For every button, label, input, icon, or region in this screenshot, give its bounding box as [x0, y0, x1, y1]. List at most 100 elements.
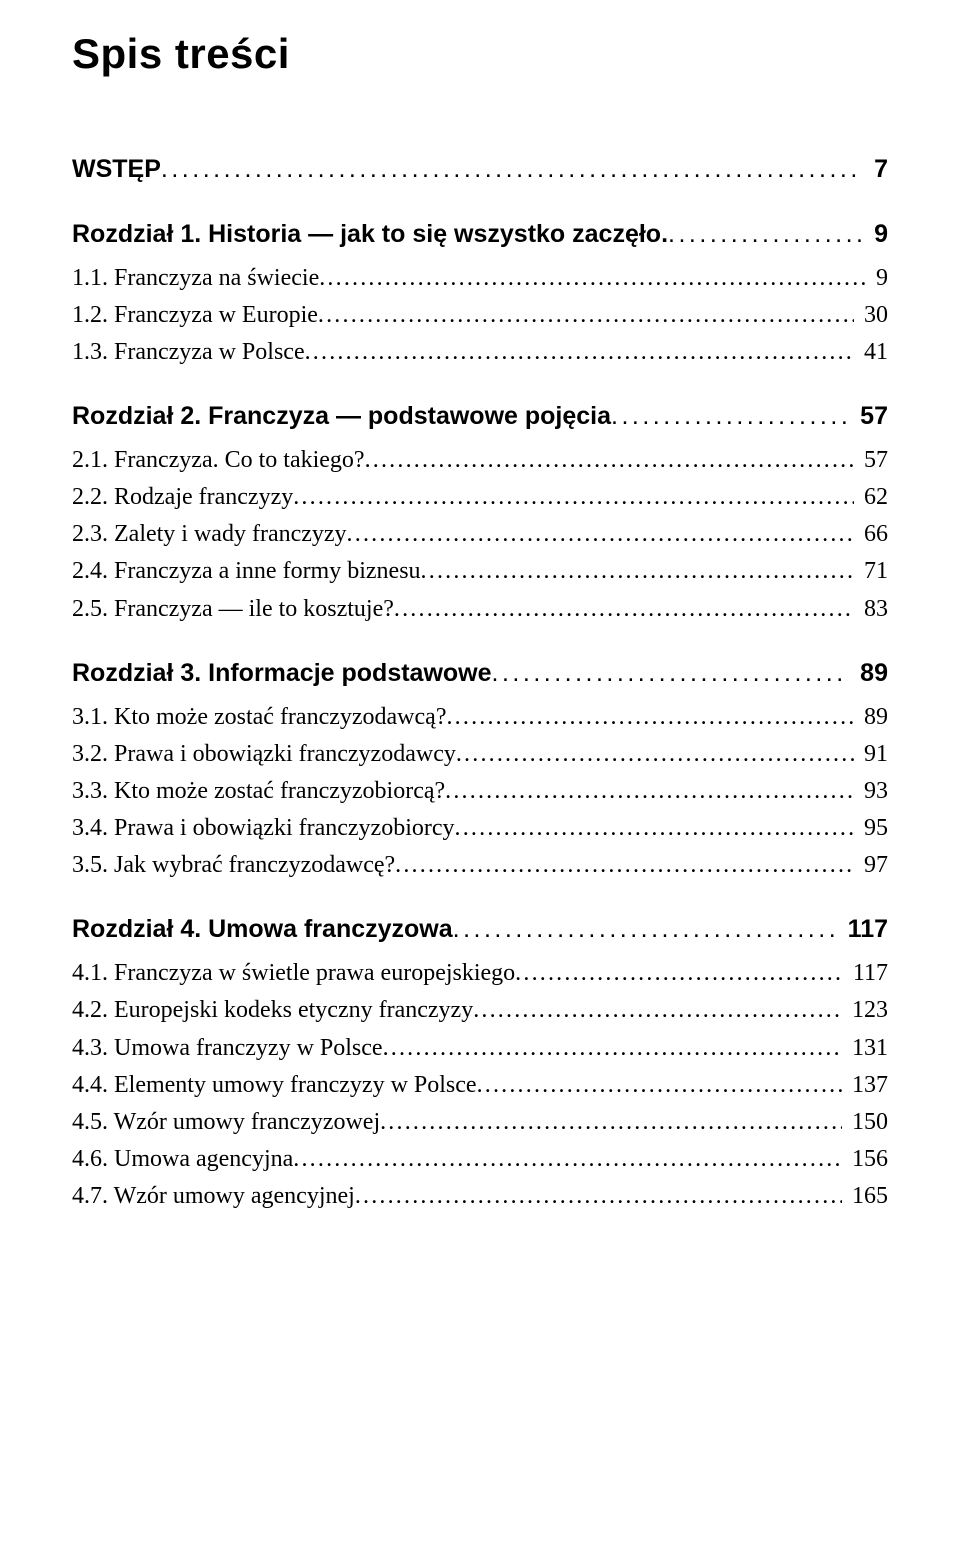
- toc-leader-dots: ........................................…: [611, 397, 849, 436]
- toc-page-number: 41: [854, 334, 888, 371]
- toc-entry-label: 4.3. Umowa franczyzy w Polsce: [72, 1030, 383, 1067]
- toc-entry-label: 3.3. Kto może zostać franczyzobiorcą?: [72, 773, 445, 810]
- toc-page-number: 117: [837, 910, 888, 949]
- toc-entry-label: 2.3. Zalety i wady franczyzy: [72, 516, 347, 553]
- toc-page-number: 123: [842, 992, 888, 1029]
- toc-entry-row: 2.5. Franczyza — ile to kosztuje?.......…: [72, 591, 888, 628]
- toc-leader-dots: ........................................…: [456, 736, 854, 773]
- toc-chapter-row: WSTĘP...................................…: [72, 150, 888, 189]
- toc-page-number: 150: [842, 1104, 888, 1141]
- toc-leader-dots: ........................................…: [492, 654, 850, 693]
- toc-page-number: 7: [863, 150, 888, 189]
- toc-entry-label: 2.4. Franczyza a inne formy biznesu: [72, 553, 421, 590]
- toc-entry-row: 2.3. Zalety i wady franczyzy............…: [72, 516, 888, 553]
- toc-leader-dots: ........................................…: [355, 1178, 842, 1215]
- toc-page-number: 165: [842, 1178, 888, 1215]
- toc-page-number: 30: [854, 297, 888, 334]
- toc-entry-label: 4.6. Umowa agencyjna: [72, 1141, 293, 1178]
- toc-page-number: 156: [842, 1141, 888, 1178]
- toc-page-number: 131: [842, 1030, 888, 1067]
- toc-entry-row: 4.1. Franczyza w świetle prawa europejsk…: [72, 955, 888, 992]
- toc-chapter-row: Rozdział 3. Informacje podstawowe.......…: [72, 654, 888, 693]
- toc-leader-dots: ........................................…: [318, 297, 854, 334]
- toc-entry-label: 1.1. Franczyza na świecie: [72, 260, 319, 297]
- toc-leader-dots: ........................................…: [305, 334, 854, 371]
- toc-entry-row: 4.2. Europejski kodeks etyczny franczyzy…: [72, 992, 888, 1029]
- table-of-contents: WSTĘP...................................…: [72, 150, 888, 1216]
- toc-page-number: 117: [843, 955, 888, 992]
- toc-leader-dots: ........................................…: [347, 516, 854, 553]
- toc-entry-row: 3.2. Prawa i obowiązki franczyzodawcy...…: [72, 736, 888, 773]
- toc-entry-row: 2.1. Franczyza. Co to takiego?..........…: [72, 442, 888, 479]
- toc-chapter-label: WSTĘP: [72, 150, 161, 189]
- toc-entry-row: 3.5. Jak wybrać franczyzodawcę?.........…: [72, 847, 888, 884]
- toc-leader-dots: ........................................…: [445, 773, 854, 810]
- toc-leader-dots: ........................................…: [668, 215, 863, 254]
- toc-leader-dots: ........................................…: [477, 1067, 842, 1104]
- toc-leader-dots: ........................................…: [319, 260, 866, 297]
- toc-entry-row: 4.5. Wzór umowy franczyzowej............…: [72, 1104, 888, 1141]
- toc-leader-dots: ........................................…: [455, 810, 854, 847]
- toc-leader-dots: ........................................…: [453, 910, 837, 949]
- page: Spis treści WSTĘP.......................…: [0, 0, 960, 1276]
- toc-entry-label: 4.4. Elementy umowy franczyzy w Polsce: [72, 1067, 477, 1104]
- toc-page-number: 62: [854, 479, 888, 516]
- toc-chapter-label: Rozdział 2. Franczyza — podstawowe pojęc…: [72, 397, 611, 436]
- toc-chapter-label: Rozdział 4. Umowa franczyzowa: [72, 910, 453, 949]
- toc-entry-row: 1.1. Franczyza na świecie...............…: [72, 260, 888, 297]
- toc-page-number: 83: [854, 591, 888, 628]
- toc-entry-label: 1.2. Franczyza w Europie: [72, 297, 318, 334]
- toc-leader-dots: ........................................…: [473, 992, 842, 1029]
- toc-page-number: 57: [849, 397, 888, 436]
- toc-entry-row: 4.7. Wzór umowy agencyjnej..............…: [72, 1178, 888, 1215]
- toc-page-number: 95: [854, 810, 888, 847]
- toc-entry-label: 4.7. Wzór umowy agencyjnej: [72, 1178, 355, 1215]
- toc-entry-label: 2.5. Franczyza — ile to kosztuje?: [72, 591, 394, 628]
- toc-leader-dots: ........................................…: [293, 1141, 842, 1178]
- toc-leader-dots: ........................................…: [515, 955, 843, 992]
- toc-leader-dots: ........................................…: [395, 847, 854, 884]
- toc-leader-dots: ........................................…: [161, 150, 863, 189]
- toc-entry-label: 3.5. Jak wybrać franczyzodawcę?: [72, 847, 395, 884]
- toc-leader-dots: ........................................…: [394, 591, 854, 628]
- toc-entry-row: 1.2. Franczyza w Europie................…: [72, 297, 888, 334]
- toc-entry-row: 2.2. Rodzaje franczyzy..................…: [72, 479, 888, 516]
- toc-leader-dots: ........................................…: [293, 479, 854, 516]
- toc-entry-row: 4.4. Elementy umowy franczyzy w Polsce..…: [72, 1067, 888, 1104]
- toc-page-number: 57: [854, 442, 888, 479]
- toc-entry-row: 3.3. Kto może zostać franczyzobiorcą?...…: [72, 773, 888, 810]
- toc-page-number: 71: [854, 553, 888, 590]
- toc-leader-dots: ........................................…: [365, 442, 854, 479]
- toc-page-number: 66: [854, 516, 888, 553]
- toc-page-number: 137: [842, 1067, 888, 1104]
- toc-page-number: 91: [854, 736, 888, 773]
- toc-entry-row: 4.6. Umowa agencyjna....................…: [72, 1141, 888, 1178]
- toc-entry-label: 2.2. Rodzaje franczyzy: [72, 479, 293, 516]
- toc-chapter-label: Rozdział 3. Informacje podstawowe: [72, 654, 492, 693]
- toc-entry-label: 2.1. Franczyza. Co to takiego?: [72, 442, 365, 479]
- toc-leader-dots: ........................................…: [446, 699, 854, 736]
- toc-page-number: 9: [866, 260, 888, 297]
- toc-page-number: 97: [854, 847, 888, 884]
- toc-chapter-row: Rozdział 2. Franczyza — podstawowe pojęc…: [72, 397, 888, 436]
- toc-entry-label: 1.3. Franczyza w Polsce: [72, 334, 305, 371]
- toc-chapter-row: Rozdział 1. Historia — jak to się wszyst…: [72, 215, 888, 254]
- toc-entry-row: 3.4. Prawa i obowiązki franczyzobiorcy..…: [72, 810, 888, 847]
- toc-entry-label: 4.1. Franczyza w świetle prawa europejsk…: [72, 955, 515, 992]
- toc-entry-label: 3.1. Kto może zostać franczyzodawcą?: [72, 699, 446, 736]
- toc-chapter-label: Rozdział 1. Historia — jak to się wszyst…: [72, 215, 668, 254]
- toc-page-number: 93: [854, 773, 888, 810]
- toc-page-number: 9: [863, 215, 888, 254]
- toc-leader-dots: ........................................…: [421, 553, 854, 590]
- toc-page-number: 89: [849, 654, 888, 693]
- toc-page-number: 89: [854, 699, 888, 736]
- toc-entry-row: 4.3. Umowa franczyzy w Polsce...........…: [72, 1030, 888, 1067]
- toc-leader-dots: ........................................…: [380, 1104, 842, 1141]
- toc-leader-dots: ........................................…: [383, 1030, 842, 1067]
- toc-entry-row: 1.3. Franczyza w Polsce.................…: [72, 334, 888, 371]
- toc-entry-row: 2.4. Franczyza a inne formy biznesu.....…: [72, 553, 888, 590]
- page-title: Spis treści: [72, 30, 888, 78]
- toc-entry-label: 4.2. Europejski kodeks etyczny franczyzy: [72, 992, 473, 1029]
- toc-entry-row: 3.1. Kto może zostać franczyzodawcą?....…: [72, 699, 888, 736]
- toc-entry-label: 3.4. Prawa i obowiązki franczyzobiorcy: [72, 810, 455, 847]
